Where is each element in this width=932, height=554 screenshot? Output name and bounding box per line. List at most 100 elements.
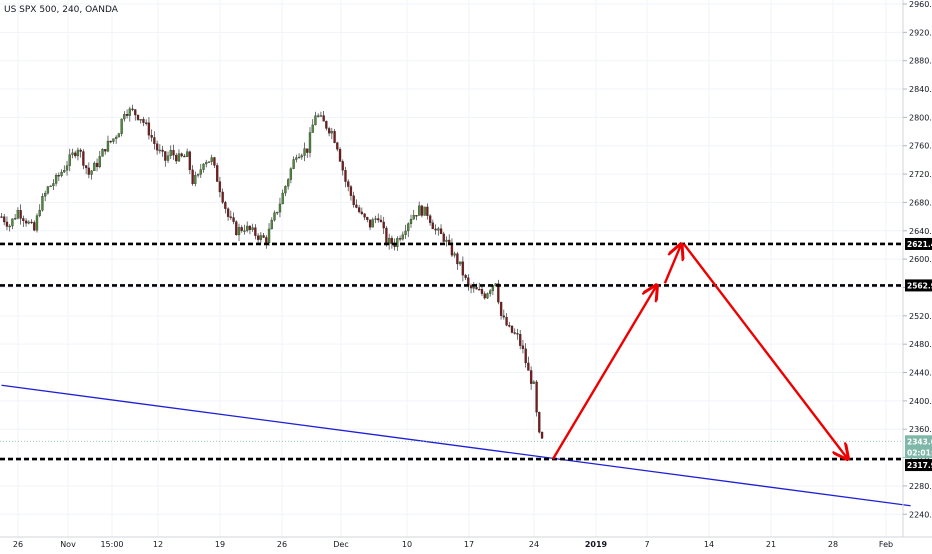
candle-body: [199, 169, 202, 175]
candle-body: [412, 215, 415, 220]
current-price-tag: 2343.0: [907, 437, 932, 446]
candle-body: [120, 118, 123, 134]
time-tick-label: 21: [766, 540, 776, 549]
candle-body: [164, 151, 167, 161]
candle-body: [407, 223, 410, 232]
candle-body: [65, 165, 69, 171]
time-tick-label: Dec: [333, 540, 348, 549]
candle-body: [289, 168, 293, 180]
candle-body: [327, 128, 331, 134]
candle-body: [117, 133, 121, 138]
candle-body: [150, 135, 153, 138]
candle-body: [415, 215, 418, 217]
price-tick-label: 2920.0: [909, 28, 932, 37]
candle-body: [213, 157, 216, 166]
candle-body: [508, 325, 511, 327]
candle-body: [396, 238, 399, 247]
candle-body: [155, 143, 159, 151]
time-tick-label: 7: [644, 540, 649, 549]
time-axis[interactable]: 26 Nov 15:00 12 19 26 Dec 10 17 24 2019 7 14 21 28 Feb: [0, 536, 932, 549]
candle-body: [439, 228, 443, 235]
price-tick-label: 2360.0: [909, 425, 932, 434]
candle-body: [341, 161, 344, 171]
candle-body: [297, 156, 301, 159]
price-tick-label: 2840.0: [909, 85, 932, 94]
candle-body: [363, 213, 366, 218]
levels-layer: [0, 242, 903, 461]
candle-body: [303, 148, 306, 156]
candle-body: [292, 159, 295, 169]
candle-body: [251, 227, 254, 230]
candle-body: [281, 192, 284, 205]
candle-body: [232, 217, 235, 222]
candle-body: [95, 162, 99, 168]
trendline-layer: [1, 384, 911, 507]
candle-body: [210, 157, 213, 162]
candle-body: [352, 195, 355, 206]
level-low-tag: 2317.9: [907, 461, 932, 470]
price-tick-label: 2680.0: [909, 198, 932, 207]
candle-body: [76, 149, 80, 157]
candle-body: [5, 221, 9, 227]
candle-body: [333, 131, 336, 143]
candle-body: [3, 216, 6, 223]
candle-body: [237, 227, 241, 236]
price-tick-label: 2400.0: [909, 397, 932, 406]
candle-body: [101, 149, 104, 157]
candle-body: [41, 196, 44, 211]
candle-body: [259, 235, 263, 240]
price-tick-label: 2440.0: [909, 369, 932, 378]
candle-body: [448, 239, 451, 243]
price-tick-label: 2600.0: [909, 255, 932, 264]
candle-body: [177, 153, 181, 162]
candle-body: [278, 203, 282, 213]
candle-body: [11, 218, 14, 227]
candle-body: [308, 132, 312, 153]
candle-body: [235, 221, 238, 236]
candle-body: [205, 162, 208, 165]
candle-body: [90, 170, 93, 175]
candle-body: [480, 289, 484, 294]
candle-body: [311, 124, 314, 133]
candle-body: [434, 228, 437, 231]
candle-body: [374, 218, 377, 220]
candle-body: [535, 381, 538, 413]
time-tick-label: 24: [529, 540, 539, 549]
candle-body: [115, 136, 118, 139]
candle-body: [123, 114, 126, 120]
current-price-tag-bg: [905, 435, 932, 448]
candle-body: [8, 225, 11, 228]
time-tick-label: 28: [828, 540, 838, 549]
candle-body: [404, 230, 407, 235]
candle-body: [166, 155, 170, 161]
candle-body: [357, 207, 361, 213]
candle-body: [453, 253, 456, 256]
candle-body: [347, 181, 350, 187]
candle-body: [319, 115, 323, 117]
candle-body: [489, 290, 492, 294]
level-high-tag: 2621.4: [907, 240, 932, 249]
candle-body: [442, 233, 445, 242]
price-tick-label: 2720.0: [909, 170, 932, 179]
candle-body: [519, 334, 522, 346]
candle-body: [538, 412, 541, 433]
candle-body: [0, 216, 3, 218]
candle-body: [82, 151, 85, 166]
candle-body: [483, 293, 486, 299]
candle-body: [377, 218, 380, 221]
candle-body: [54, 175, 58, 184]
candle-body: [216, 165, 219, 182]
candle-body: [497, 283, 500, 303]
candle-body: [60, 171, 63, 176]
candle-body: [240, 227, 243, 231]
candle-body: [30, 221, 33, 224]
price-labels: 2621.4 2562.9 2343.0 02:01:09 2317.9: [905, 237, 932, 472]
time-tick-label: Feb: [879, 540, 893, 549]
candle-body: [22, 218, 25, 221]
price-tick-label: 2480.0: [909, 340, 932, 349]
candle-body: [300, 155, 303, 158]
candle-body: [196, 174, 200, 176]
candle-body: [33, 222, 36, 231]
